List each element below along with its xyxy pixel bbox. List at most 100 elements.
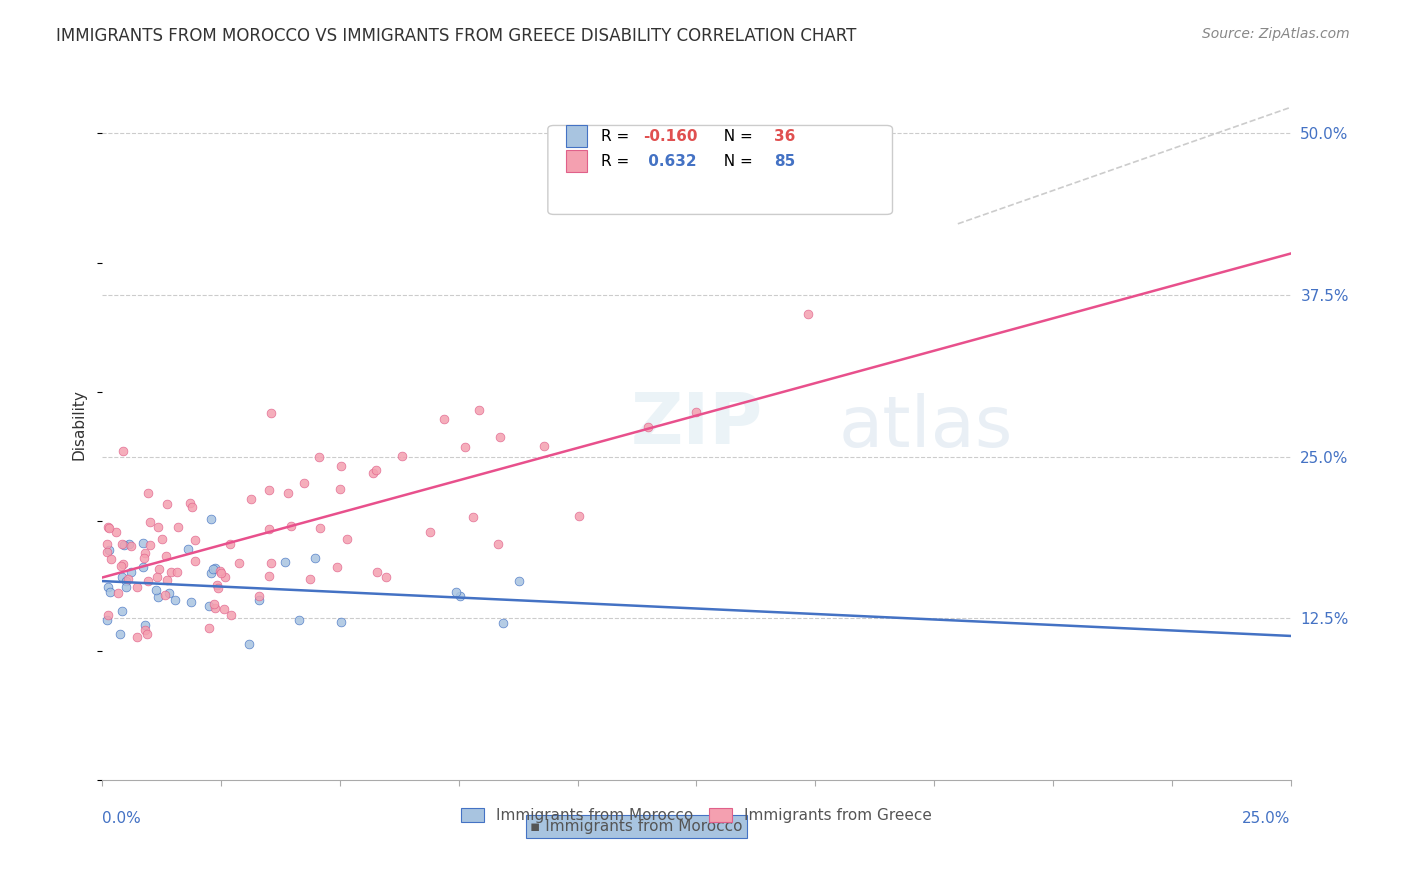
Point (419, 524, 441, 539)
Legend: Immigrants from Morocco, Immigrants from Greece: Immigrants from Morocco, Immigrants from… (456, 802, 938, 830)
Point (257, 522, 280, 536)
Text: 25.0%: 25.0% (1243, 811, 1291, 826)
Point (132, 536, 155, 550)
Point (277, 486, 299, 500)
Point (209, 566, 232, 580)
Point (136, 574, 159, 589)
Text: ▪ Immigrants from Morocco: ▪ Immigrants from Morocco (530, 819, 742, 834)
Point (204, 601, 226, 615)
Point (209, 564, 232, 578)
Point (432, 412, 454, 426)
Point (112, 539, 135, 553)
Point (98, 521, 121, 535)
Point (166, 566, 188, 580)
Text: IMMIGRANTS FROM MOROCCO VS IMMIGRANTS FROM GREECE DISABILITY CORRELATION CHART: IMMIGRANTS FROM MOROCCO VS IMMIGRANTS FR… (56, 27, 856, 45)
Point (184, 554, 207, 568)
Bar (565, 126, 588, 147)
Point (125, 630, 148, 644)
Point (463, 509, 485, 524)
Point (329, 458, 352, 473)
Point (274, 555, 297, 569)
Point (533, 439, 555, 453)
Point (118, 537, 141, 551)
Point (325, 560, 347, 574)
Point (111, 570, 134, 584)
Point (219, 537, 242, 551)
Point (156, 573, 179, 587)
Point (207, 581, 229, 595)
Point (205, 578, 228, 592)
Point (108, 627, 131, 641)
Point (202, 598, 225, 612)
Point (204, 561, 226, 575)
Text: ZIP: ZIP (630, 390, 762, 458)
Point (146, 520, 169, 534)
Point (132, 550, 155, 565)
Point (197, 621, 219, 635)
Point (239, 492, 262, 507)
Point (159, 565, 181, 579)
Point (125, 581, 148, 595)
Point (508, 574, 530, 589)
Point (157, 586, 180, 600)
Text: N =: N = (714, 128, 758, 144)
Point (145, 583, 167, 598)
Point (200, 566, 222, 580)
Point (247, 593, 270, 607)
Point (179, 496, 201, 510)
Point (200, 512, 222, 526)
Point (96, 536, 118, 550)
Point (96, 520, 118, 534)
Point (257, 569, 280, 583)
Point (112, 443, 135, 458)
Point (98, 543, 121, 558)
Point (488, 430, 510, 444)
Point (336, 532, 359, 546)
Point (219, 608, 242, 623)
Point (212, 602, 235, 616)
Point (567, 509, 589, 524)
Point (104, 524, 127, 539)
Point (134, 546, 156, 560)
Text: -0.160: -0.160 (643, 128, 697, 144)
Point (136, 486, 159, 500)
Point (115, 580, 138, 594)
Point (374, 570, 396, 584)
Point (97, 607, 120, 622)
Point (132, 560, 155, 574)
Point (366, 566, 388, 580)
Point (468, 403, 491, 417)
Point (287, 614, 309, 628)
Point (110, 537, 132, 551)
Point (361, 466, 384, 480)
Point (308, 520, 330, 534)
Point (391, 449, 413, 463)
Point (228, 556, 250, 570)
Point (100, 552, 122, 566)
Point (308, 450, 330, 464)
Point (115, 574, 138, 588)
Point (292, 475, 315, 490)
Point (110, 558, 132, 573)
Point (454, 440, 477, 454)
Text: Source: ZipAtlas.com: Source: ZipAtlas.com (1202, 27, 1350, 41)
Point (202, 562, 225, 576)
Point (146, 591, 169, 605)
Point (139, 515, 162, 529)
Point (486, 537, 509, 551)
Point (121, 539, 143, 553)
Point (449, 589, 471, 603)
Point (181, 500, 204, 515)
Text: R =: R = (602, 128, 634, 144)
Text: 36: 36 (773, 128, 794, 144)
Point (96, 545, 118, 559)
Point (214, 570, 236, 584)
Point (257, 483, 280, 498)
Text: 85: 85 (773, 153, 794, 169)
Point (329, 482, 352, 496)
Point (330, 615, 353, 630)
Point (259, 406, 281, 420)
Point (134, 623, 156, 637)
Point (97, 580, 120, 594)
Y-axis label: Disability: Disability (72, 389, 86, 459)
